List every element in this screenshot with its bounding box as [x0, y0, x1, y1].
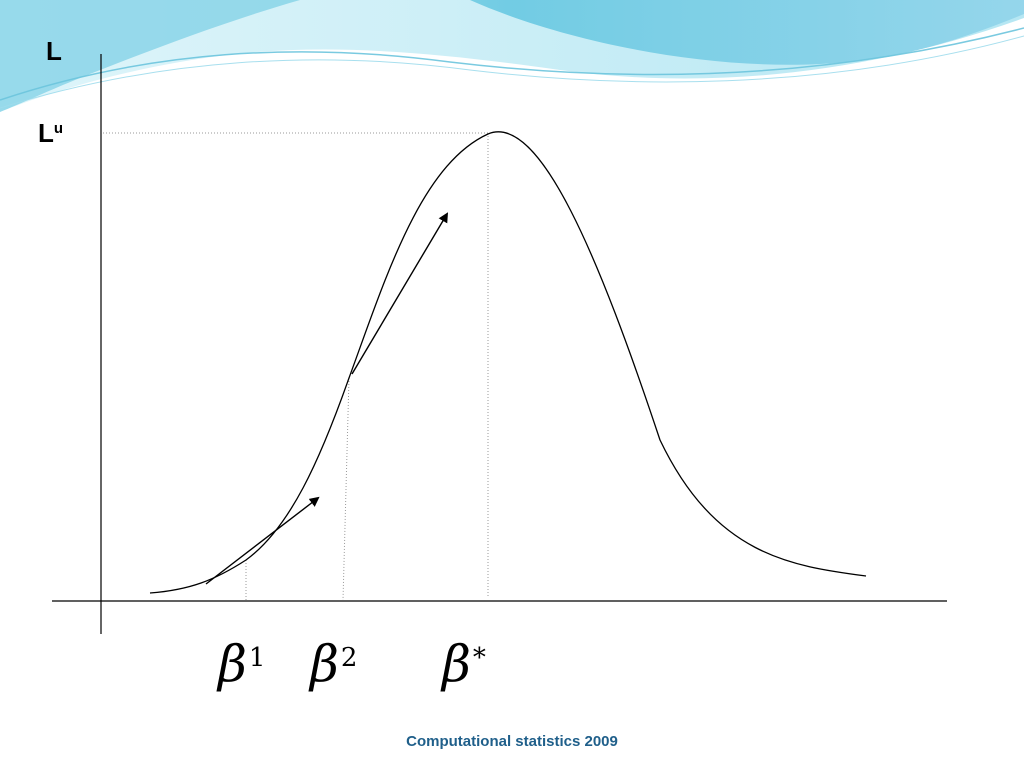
- beta2-guide: [342, 377, 350, 601]
- arrow-up-right-icon: [351, 212, 449, 375]
- header-wave-line-1: [0, 27, 1024, 101]
- header-wave-front: [0, 0, 1024, 65]
- beta-star-label: β*: [442, 636, 486, 692]
- beta1-label-sup: 1: [248, 643, 266, 673]
- upper-bound-label: Lu: [38, 118, 63, 148]
- beta-star-label-base: β: [442, 635, 471, 693]
- arrow-up-right-icon: [205, 496, 320, 585]
- beta1-label-base: β: [218, 635, 247, 693]
- beta2-label: β2: [310, 636, 357, 692]
- header-wave-left: [0, 0, 300, 112]
- beta2-label-sup: 2: [340, 643, 358, 673]
- likelihood-curve: [149, 131, 867, 594]
- beta2-label-base: β: [310, 635, 339, 693]
- upper-bound-label-sup: u: [53, 120, 64, 137]
- slide-footer: Computational statistics 2009: [406, 733, 618, 750]
- upper-bound-label-base: L: [38, 118, 54, 148]
- beta1-label: β1: [218, 636, 265, 692]
- header-wave-line-2: [0, 35, 1024, 109]
- y-axis-label-text: L: [46, 36, 62, 66]
- header-wave: [0, 0, 1024, 112]
- beta-star-label-sup: *: [472, 643, 486, 673]
- y-axis-label: L: [46, 36, 62, 66]
